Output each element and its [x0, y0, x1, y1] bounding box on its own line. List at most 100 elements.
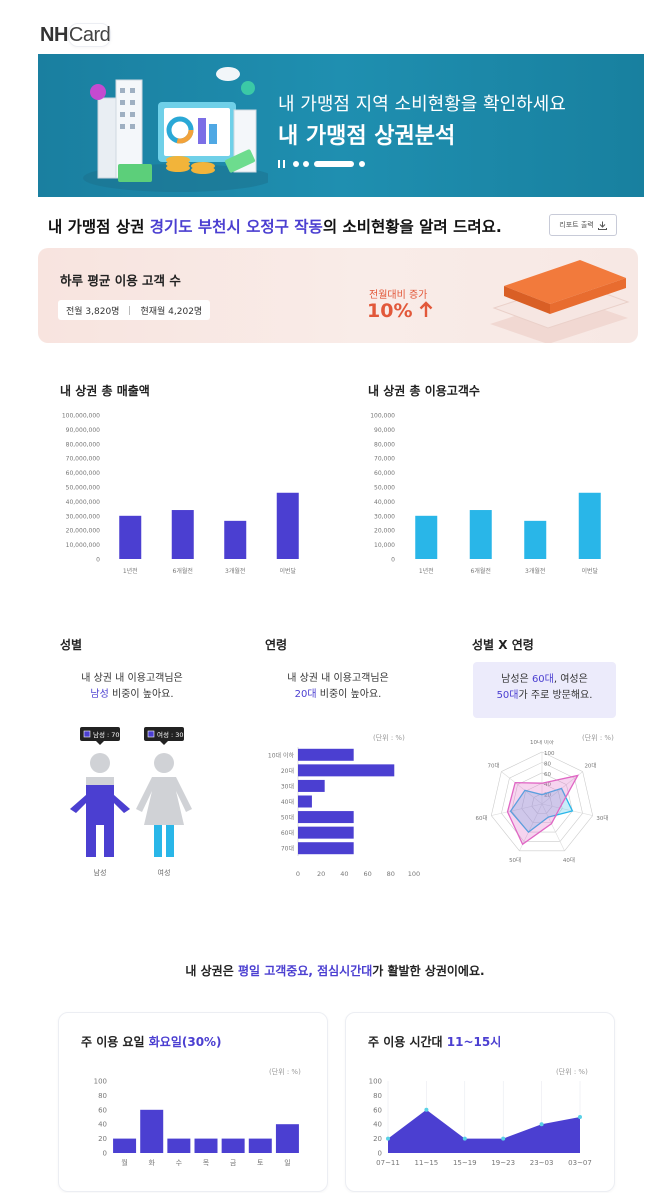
headline-suffix: 의 소비현황을 알려 드려요. [322, 218, 502, 236]
banner-title: 내 가맹점 상권분석 [278, 124, 456, 149]
x-tick-label: 수 [176, 1159, 183, 1167]
gender-age-unit: (단위 : %) [582, 734, 614, 742]
summary-line: 내 상권은 평일 고객중요, 점심시간대가 활발한 상권이에요. [0, 962, 670, 979]
bar [224, 520, 247, 559]
daily-average-card: 하루 평균 이용 고객 수 전월 3,820명 현재월 4,202명 전월대비 … [38, 248, 638, 343]
data-point [386, 1136, 390, 1141]
bar [140, 1109, 164, 1153]
data-point [501, 1136, 506, 1141]
sales-chart-title: 내 상권 총 매출액 [60, 384, 150, 398]
gender-age-l2a: 50대 [496, 690, 519, 701]
summary-highlight: 평일 고객중요, 점심시간대 [237, 964, 373, 978]
timeslot-unit: (단위 : %) [556, 1068, 588, 1076]
bar [298, 795, 312, 808]
y-tick-label: 0 [103, 1150, 107, 1158]
x-tick-label: 80 [387, 870, 395, 878]
arrow-up-icon [419, 301, 433, 317]
age-desc-line1: 내 상권 내 이용고객님은 [287, 673, 389, 684]
y-tick-label: 20,000,000 [66, 528, 101, 535]
y-tick-label: 40,000,000 [66, 499, 101, 506]
gender-desc-rest: 비중이 높아요. [108, 689, 174, 700]
age-desc-rest: 비중이 높아요. [316, 689, 382, 700]
y-tick-label: 80 [373, 1092, 382, 1100]
y-tick-label: 60대 [281, 829, 294, 837]
y-tick-label: 70,000,000 [66, 456, 101, 463]
radar-tick-label: 100 [544, 751, 555, 757]
y-tick-label: 100,000 [370, 413, 395, 420]
x-tick-label: 100 [408, 870, 420, 878]
report-print-button[interactable]: 리포트 출력 [549, 214, 617, 236]
radar-tick-label: 40 [544, 782, 551, 788]
y-tick-label: 80,000,000 [66, 441, 101, 448]
bar [221, 1138, 245, 1153]
area-fill [388, 1109, 580, 1153]
x-tick-label: 3개월전 [525, 567, 545, 575]
timeslot-title-a: 주 이용 시간대 [368, 1035, 447, 1049]
bar [276, 492, 299, 559]
prev-month-count: 전월 3,820명 [66, 306, 120, 317]
weekday-unit: (단위 : %) [269, 1068, 301, 1076]
gender-pictogram: 남성 : 70 여성 : 30 남성 여성 [70, 727, 192, 877]
banner-illustration-icon [83, 67, 268, 192]
radar-axis-label: 50대 [509, 856, 521, 864]
x-tick-label: 11~15 [415, 1159, 439, 1167]
x-tick-label: 19~23 [491, 1159, 515, 1167]
y-tick-label: 0 [96, 557, 100, 564]
gender-age-section-title: 성별 X 연령 [472, 638, 534, 652]
radar-spoke [541, 803, 593, 816]
radar-spoke [541, 771, 583, 805]
x-tick-label: 일 [284, 1158, 290, 1167]
radar-axis-label: 40대 [563, 856, 575, 864]
x-tick-label: 20 [317, 870, 325, 878]
gender-age-desc: 남성은 60대, 여성은 50대가 주로 방문해요. [473, 662, 616, 704]
nh-card-logo[interactable]: NHCard [40, 23, 112, 47]
bar [298, 842, 354, 855]
x-tick-label: 이번달 [581, 567, 598, 575]
y-tick-label: 10대 이하 [268, 751, 295, 759]
male-badge: 남성 : 70 [80, 727, 120, 745]
weekday-card-title: 주 이용 요일 화요일(30%) [81, 1033, 222, 1050]
timeslot-card-title: 주 이용 시간대 11~15시 [368, 1033, 501, 1050]
y-tick-label: 100 [94, 1078, 107, 1086]
weekday-title-highlight: 화요일(30%) [148, 1035, 222, 1049]
y-tick-label: 50대 [281, 814, 294, 822]
timeslot-title-highlight: 11~15시 [446, 1035, 502, 1049]
x-tick-label: 1년전 [123, 567, 138, 575]
y-tick-label: 10,000,000 [66, 542, 101, 549]
gender-description: 내 상권 내 이용고객님은 남성 비중이 높아요. [52, 671, 212, 703]
age-section-title: 연령 [265, 638, 288, 652]
data-point [539, 1122, 544, 1127]
bar [248, 1138, 272, 1153]
sales-chart: 0 10,000,000 20,000,000 30,000,000 40,000,00… [62, 413, 299, 575]
age-description: 내 상권 내 이용고객님은 20대 비중이 높아요. [258, 671, 418, 703]
y-tick-label: 20 [98, 1135, 107, 1143]
bar [415, 515, 438, 559]
y-tick-label: 70,000 [374, 456, 395, 463]
y-tick-label: 0 [378, 1150, 382, 1158]
x-tick-label: 이번달 [279, 567, 296, 575]
y-tick-label: 60 [373, 1106, 382, 1114]
radar-grid-ring [521, 782, 563, 824]
x-tick-label: 월 [121, 1158, 127, 1167]
bar [298, 826, 354, 839]
banner-pagination[interactable] [278, 160, 398, 168]
y-tick-label: 10,000 [374, 542, 395, 549]
summary-a: 내 상권은 [185, 964, 238, 978]
x-tick-label: 화 [148, 1159, 155, 1167]
radar-spoke [541, 803, 565, 851]
gender-desc-line2: 남성 비중이 높아요. [52, 687, 212, 703]
radar-spoke [491, 803, 543, 816]
bar [194, 1138, 218, 1153]
x-tick-label: 6개월전 [471, 567, 491, 575]
male-figure-icon [70, 753, 130, 857]
promo-banner[interactable]: 내 가맹점 지역 소비현황을 확인하세요 내 가맹점 상권분석 [38, 54, 644, 197]
radar-series [509, 787, 574, 833]
timeslot-card: 주 이용 시간대 11~15시 (단위 : %) 0 20 40 60 80 100 07~… [345, 1012, 615, 1192]
x-tick-label: 23~03 [530, 1159, 554, 1167]
page-headline: 내 가맹점 상권 경기도 부천시 오정구 작동의 소비현황을 알려 드려요. [48, 215, 502, 237]
age-chart: 10대 이하 20대 30대 40대 50대 60대 70대 0 20 40 60 80 100 [268, 747, 420, 878]
y-tick-label: 60 [98, 1106, 107, 1114]
x-tick-label: 1년전 [419, 567, 434, 575]
x-tick-label: 15~19 [453, 1159, 477, 1167]
female-figure-icon [136, 753, 192, 857]
